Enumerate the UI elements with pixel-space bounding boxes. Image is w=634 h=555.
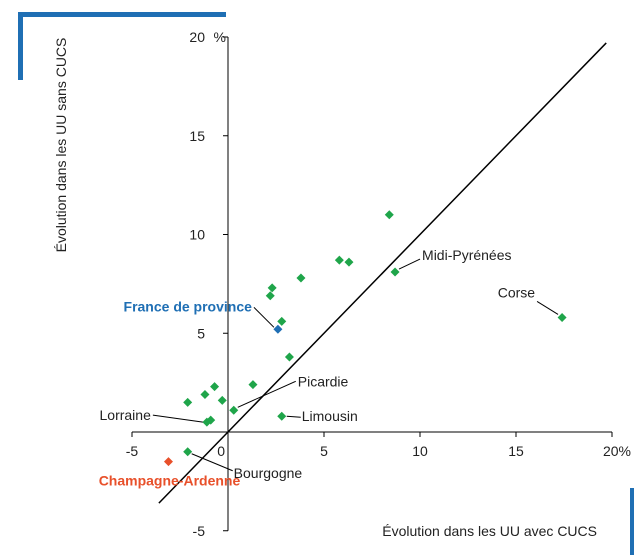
label-leader	[286, 415, 301, 418]
corner-bar-vertical	[18, 12, 23, 80]
corner-bar-horizontal	[18, 12, 226, 17]
x-tick-label: 10	[412, 443, 428, 459]
reference-line	[158, 42, 607, 504]
label-leader	[152, 414, 203, 423]
x-tick-label: 5	[320, 443, 328, 459]
point-label: Lorraine	[100, 407, 152, 423]
data-point	[248, 380, 258, 390]
y-tick-label: 10	[189, 227, 205, 243]
data-point	[296, 273, 306, 283]
data-point	[277, 316, 287, 326]
data-point	[217, 395, 227, 405]
labels-layer: Corse Midi-Pyrénées France de province Pica…	[99, 247, 559, 489]
y-tick-label: -5	[193, 523, 206, 539]
data-point	[277, 411, 287, 421]
point-label: Champagne-Ardenne	[99, 473, 241, 489]
point-label: Picardie	[298, 373, 349, 389]
point-label: Midi-Pyrénées	[422, 247, 511, 263]
data-point	[267, 283, 277, 293]
label-leader	[398, 258, 421, 270]
y-tick-label: 20	[189, 29, 205, 45]
y-tick-label: 15	[189, 128, 205, 144]
data-point	[344, 257, 354, 267]
data-point	[229, 405, 239, 415]
x-tick-label: 20%	[603, 443, 631, 459]
x-tick-label: 15	[508, 443, 524, 459]
label-leader	[191, 453, 233, 472]
label-leader	[237, 380, 296, 408]
data-point	[384, 210, 394, 220]
y-tick-label: 5	[197, 325, 205, 341]
label-leader	[536, 301, 559, 315]
point-label: France de province	[124, 298, 253, 314]
y-unit-label: %	[214, 29, 226, 45]
data-point	[183, 447, 193, 457]
data-point	[200, 389, 210, 399]
data-point	[390, 267, 400, 277]
y-axis-title: Évolution dans les UU sans CUCS	[53, 38, 69, 253]
data-point	[334, 255, 344, 265]
data-point	[163, 457, 173, 467]
corner-bar-bottom-right	[630, 488, 634, 555]
data-point	[210, 382, 220, 392]
axes-layer: -5 0 5 10 15 20% -5 5 10 15 20 % Évolution dans les …	[53, 29, 631, 539]
x-tick-label: -5	[126, 443, 139, 459]
point-label: Limousin	[302, 408, 358, 424]
marks-layer	[163, 210, 567, 467]
data-point	[273, 324, 283, 334]
point-label: Corse	[498, 284, 536, 300]
data-point	[183, 397, 193, 407]
data-point	[265, 291, 275, 301]
data-point	[284, 352, 294, 362]
data-point	[202, 417, 212, 427]
x-axis-title: Évolution dans les UU avec CUCS	[382, 523, 597, 539]
label-leader	[253, 306, 275, 328]
point-label: Bourgogne	[234, 465, 303, 481]
x-tick-label: 0	[217, 443, 225, 459]
data-point	[557, 312, 567, 322]
